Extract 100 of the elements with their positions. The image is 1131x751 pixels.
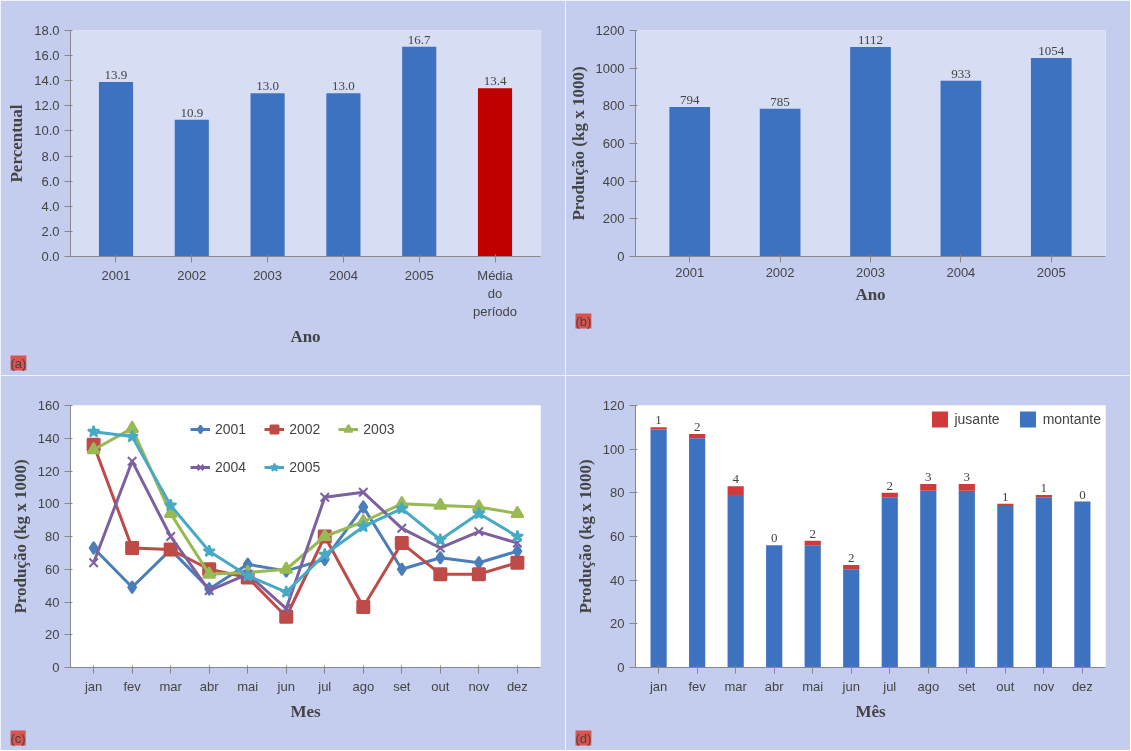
data-label: 2 [693,418,701,434]
data-label: 16.7 [407,31,432,47]
y-axis-title: Produção (kg x 1000) [10,459,30,614]
x-tick-label: 2004 [328,267,358,283]
data-label: 10.9 [180,104,204,120]
y-tick-label: 6.0 [41,173,60,189]
data-label: 4 [732,471,740,487]
legend-label: 2002 [289,421,321,437]
x-tick-label: 2001 [101,267,131,283]
x-axis-title: Mes [290,701,321,721]
x-tick-label: fev [123,678,142,694]
y-tick-label: 4.0 [41,198,60,214]
y-tick-label: 80 [610,485,625,501]
y-axis-title: Produção (kg x 1000) [568,66,588,221]
data-label: 1 [1040,480,1048,496]
y-tick-label: 18.0 [34,23,60,38]
data-label: 3 [963,469,971,485]
data-label: 1 [1002,488,1009,504]
x-tick-label: abr [199,678,220,694]
y-tick-label: 80 [45,529,60,544]
y-tick-label: 0.0 [41,249,60,264]
data-label: 13.4 [483,73,507,89]
y-tick-label: 40 [610,572,625,588]
y-tick-label: 8.0 [41,148,60,164]
y-tick-label: 14.0 [34,73,60,89]
legend-label: 2005 [289,459,321,475]
x-axis-title: Ano [290,326,321,346]
y-tick-label: 1000 [595,60,625,76]
x-tick-label: jun [841,678,860,694]
y-tick-label: 400 [602,173,625,189]
x-tick-label: jul [317,678,332,694]
x-tick-label: dez [1071,678,1093,694]
y-axis-title: Percentual [7,104,27,183]
data-label: 794 [679,91,700,107]
y-tick-label: 20 [45,627,60,643]
data-label: 1112 [857,32,884,48]
y-tick-label: 600 [602,136,625,151]
x-tick-label: jul [882,678,897,694]
x-tick-label: dez [506,678,528,694]
x-tick-label: 2004 [946,264,976,280]
data-label: 1054 [1038,43,1065,58]
y-tick-label: 800 [602,98,625,114]
x-tick-label: jan [83,678,103,694]
text: (b) [575,313,592,329]
data-label: 13.0 [256,78,279,94]
data-label: 13.9 [104,66,128,82]
x-tick-label: 2001 [675,264,705,280]
data-label: 2 [886,477,894,493]
text: (d) [575,730,592,746]
legend-label: montante [1042,411,1101,427]
y-tick-label: 40 [45,594,60,610]
y-tick-label: 16.0 [34,48,60,64]
x-tick-label: 2003 [856,264,885,280]
x-tick-label: set [958,678,976,694]
data-label: 2 [809,525,816,541]
x-tick-label: mai [802,678,824,694]
y-tick-label: 60 [45,561,60,577]
data-label: 2 [847,549,855,565]
x-tick-label: mar [724,678,748,694]
x-tick-label: abr [764,678,785,694]
x-tick-label: 2002 [765,264,795,280]
y-tick-label: 100 [37,496,60,512]
x-tick-label: jun [276,678,295,694]
data-label: 785 [770,93,790,109]
x-tick-label: ago [352,678,375,694]
y-tick-label: 0 [617,660,625,675]
legend-label: 2003 [363,421,395,437]
y-tick-label: 0 [52,660,60,675]
x-tick-label: mai [237,678,259,694]
y-axis-title: Produção (kg x 1000) [575,459,595,614]
legend-label: 2001 [215,421,247,437]
x-axis-title: Mês [855,701,886,721]
data-label: 0 [770,530,778,546]
x-tick-label: Média do período [472,267,518,319]
legend-label: 2004 [215,459,247,475]
y-tick-label: 12.0 [34,98,60,114]
data-label: 933 [951,65,971,81]
y-tick-label: 20 [610,616,625,632]
data-label: 0 [1079,486,1086,502]
data-label: 13.0 [332,78,355,94]
x-tick-label: set [393,678,411,694]
y-tick-label: 1200 [595,23,625,38]
text: (c) [10,730,26,746]
y-tick-label: 2.0 [41,223,60,239]
x-tick-label: mar [159,678,183,694]
y-tick-label: 140 [37,430,60,446]
x-tick-label: 2003 [253,267,283,283]
x-tick-label: 2005 [404,267,434,283]
x-tick-label: ago [917,678,940,694]
y-tick-label: 160 [37,398,60,413]
y-tick-label: 60 [610,529,625,544]
y-tick-label: 120 [37,463,60,479]
x-tick-label: 2005 [1036,264,1066,280]
y-tick-label: 10.0 [34,123,60,139]
text: (a) [10,355,27,371]
y-tick-label: 100 [602,441,625,457]
x-tick-label: nov [1033,678,1055,694]
y-tick-label: 120 [602,398,625,413]
legend-label: jusante [954,411,1000,427]
data-label: 3 [925,469,932,485]
